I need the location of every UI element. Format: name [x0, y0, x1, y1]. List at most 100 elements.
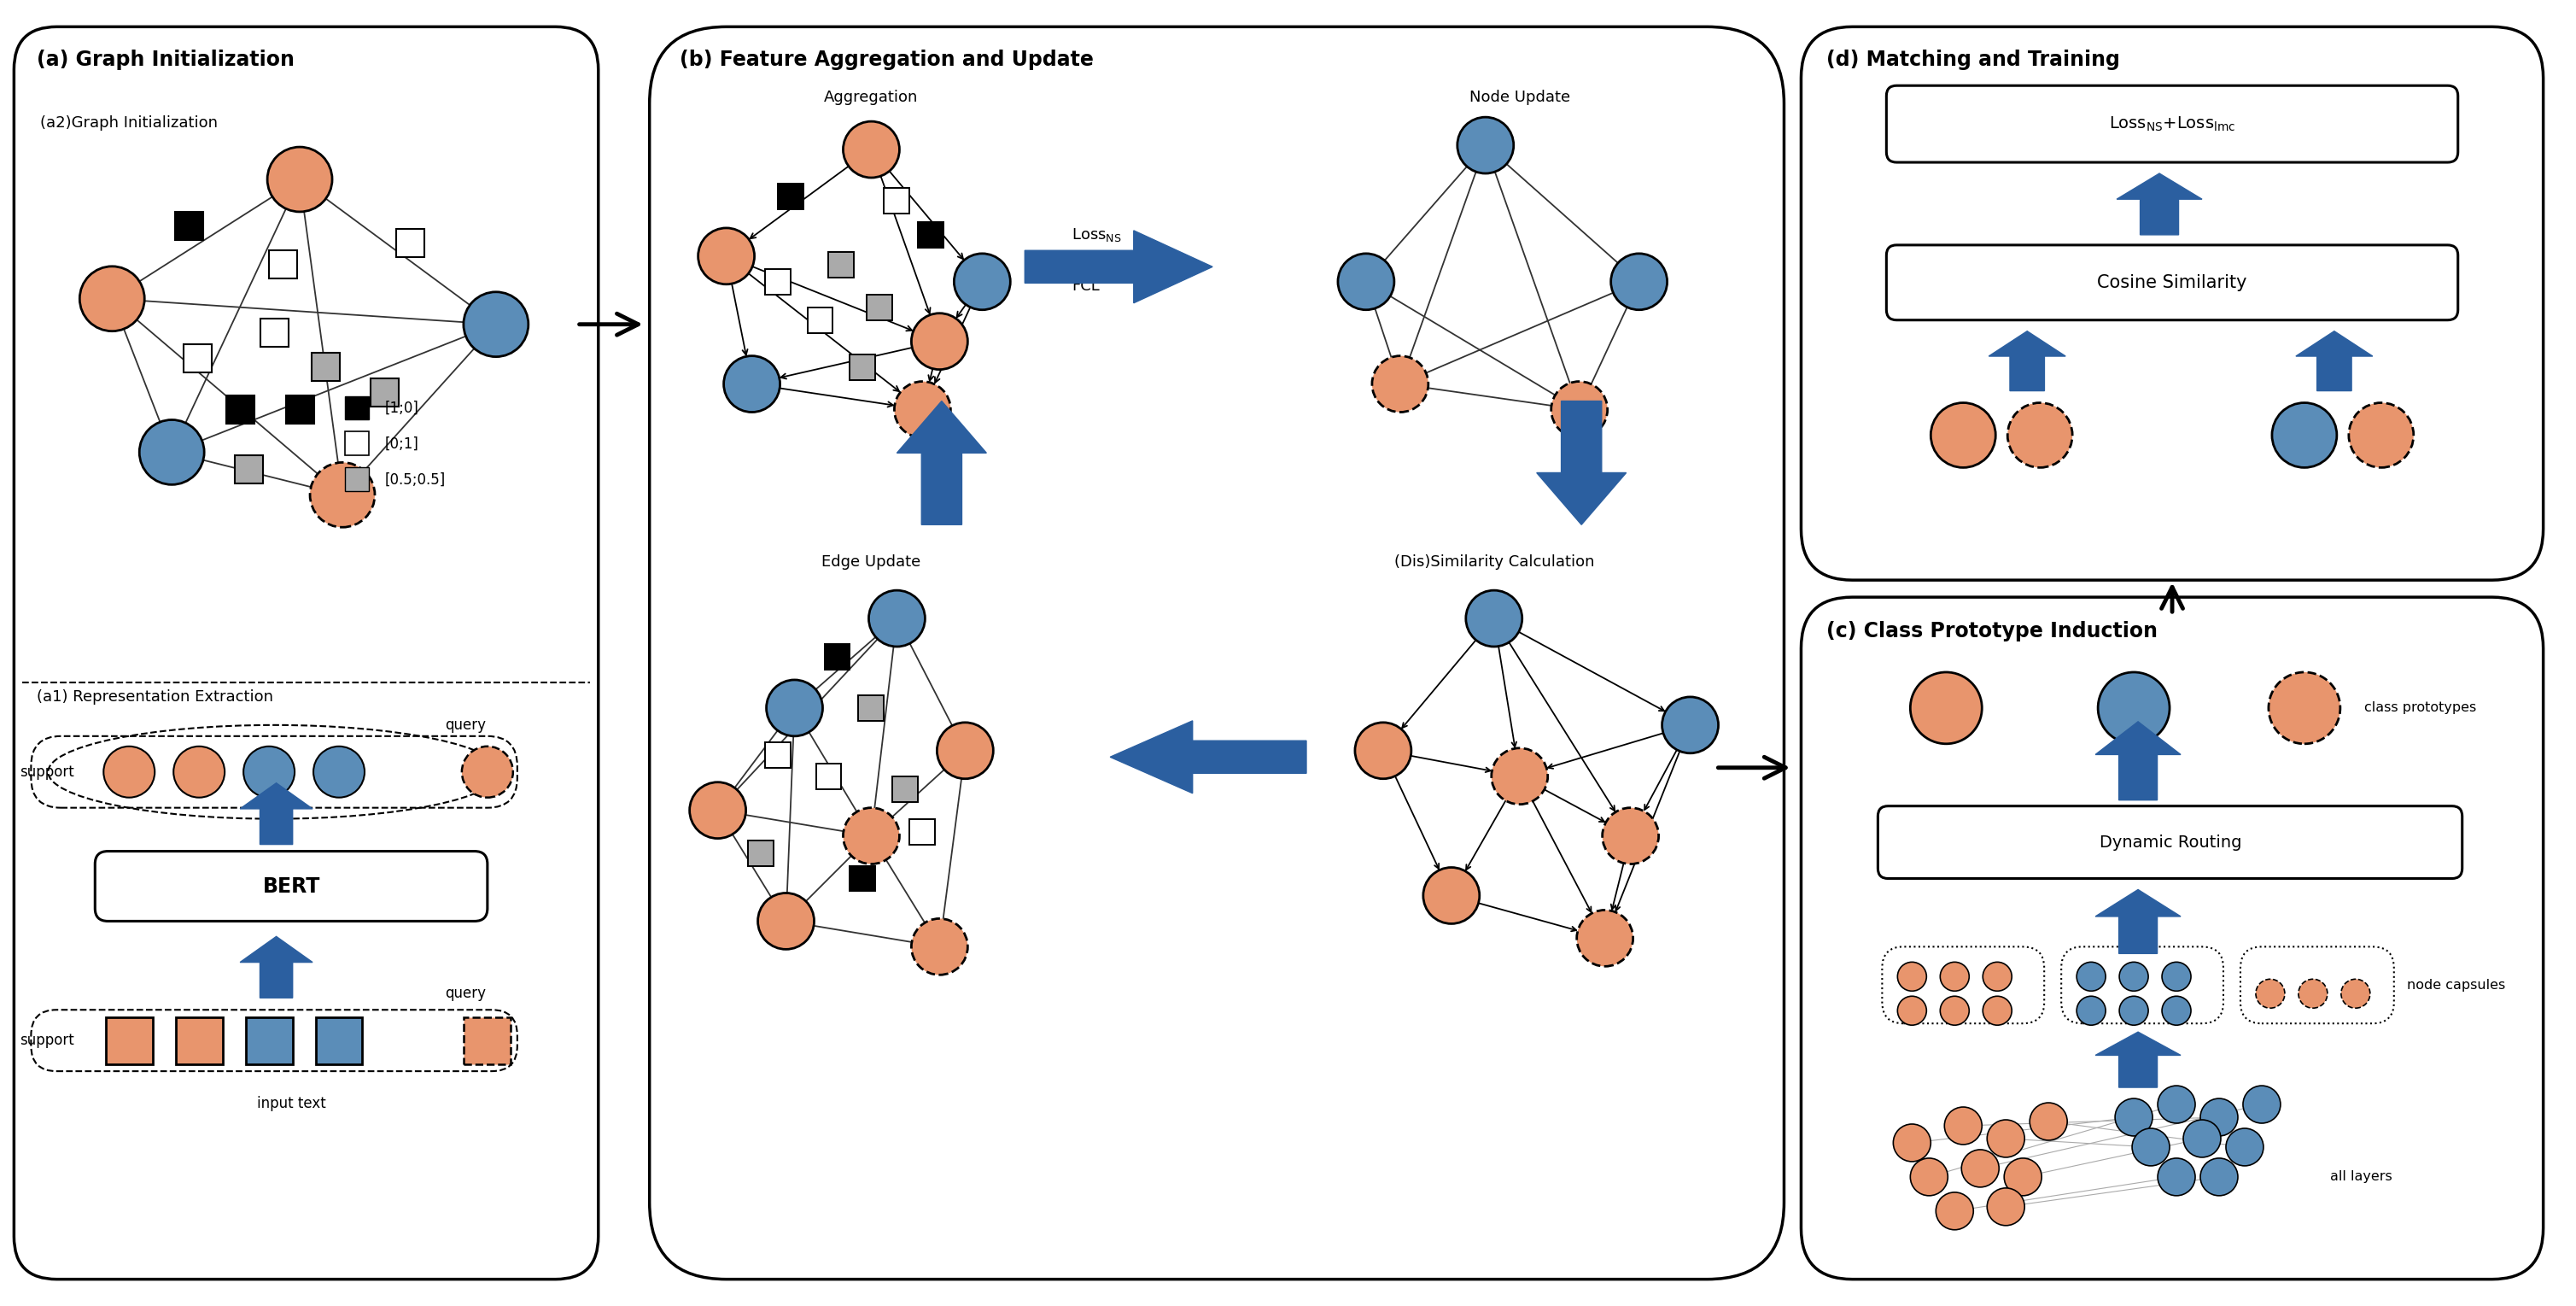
Bar	[286, 396, 314, 423]
Circle shape	[1355, 722, 1412, 778]
Circle shape	[103, 746, 155, 798]
Bar	[175, 212, 204, 240]
Text: (d) Matching and Training: (d) Matching and Training	[1826, 50, 2120, 71]
Bar	[909, 819, 935, 845]
Circle shape	[1940, 996, 1968, 1025]
Circle shape	[724, 355, 781, 413]
Text: support: support	[21, 1033, 75, 1049]
Circle shape	[938, 722, 994, 778]
Circle shape	[2159, 1085, 2195, 1123]
Circle shape	[2226, 1128, 2264, 1166]
Circle shape	[2349, 402, 2414, 468]
Polygon shape	[1538, 401, 1625, 525]
Circle shape	[2007, 402, 2071, 468]
Bar	[765, 269, 791, 294]
Circle shape	[1893, 1124, 1932, 1161]
Text: Node Update: Node Update	[1468, 90, 1569, 106]
Polygon shape	[1025, 231, 1213, 303]
Polygon shape	[1110, 721, 1306, 793]
Text: input text: input text	[258, 1096, 325, 1111]
Circle shape	[1422, 867, 1479, 923]
Bar	[268, 251, 296, 278]
Circle shape	[1458, 118, 1515, 174]
Circle shape	[1940, 963, 1968, 991]
FancyBboxPatch shape	[95, 852, 487, 921]
Bar	[371, 379, 399, 406]
Bar	[464, 1017, 510, 1064]
Circle shape	[1337, 253, 1394, 310]
Circle shape	[2269, 673, 2339, 744]
Bar	[858, 695, 884, 721]
Bar	[917, 222, 943, 248]
Circle shape	[2161, 963, 2192, 991]
Circle shape	[1986, 1119, 2025, 1157]
Text: [0;1]: [0;1]	[384, 436, 420, 452]
Text: Cosine Similarity: Cosine Similarity	[2097, 274, 2246, 291]
Circle shape	[1984, 996, 2012, 1025]
Circle shape	[1911, 1158, 1947, 1196]
Circle shape	[1373, 355, 1427, 413]
Circle shape	[757, 893, 814, 949]
Text: Dynamic Routing: Dynamic Routing	[2099, 835, 2241, 850]
Polygon shape	[2094, 722, 2182, 801]
Circle shape	[2076, 963, 2105, 991]
Bar	[747, 840, 773, 866]
FancyBboxPatch shape	[1886, 86, 2458, 162]
Circle shape	[842, 807, 899, 865]
FancyBboxPatch shape	[13, 26, 598, 1280]
Circle shape	[2200, 1158, 2239, 1196]
Circle shape	[2120, 996, 2148, 1025]
Circle shape	[894, 381, 951, 438]
Polygon shape	[2094, 1032, 2182, 1088]
Bar	[314, 1017, 363, 1064]
Bar	[106, 1017, 152, 1064]
Bar	[312, 353, 340, 381]
FancyBboxPatch shape	[1878, 806, 2463, 879]
Bar	[850, 354, 876, 380]
Bar	[245, 1017, 294, 1064]
Text: (a) Graph Initialization: (a) Graph Initialization	[36, 50, 294, 71]
Circle shape	[1899, 963, 1927, 991]
Circle shape	[1986, 1188, 2025, 1225]
Bar	[345, 396, 368, 419]
Circle shape	[1662, 697, 1718, 754]
Text: Aggregation: Aggregation	[824, 90, 920, 106]
Circle shape	[2200, 1098, 2239, 1136]
Polygon shape	[2117, 174, 2202, 235]
FancyBboxPatch shape	[1801, 597, 2543, 1280]
Circle shape	[2244, 1085, 2280, 1123]
Bar	[260, 319, 289, 347]
FancyBboxPatch shape	[1801, 26, 2543, 580]
Bar	[765, 742, 791, 768]
Circle shape	[2298, 980, 2329, 1008]
Polygon shape	[2094, 889, 2182, 953]
Circle shape	[2115, 1098, 2154, 1136]
Circle shape	[461, 746, 513, 798]
Bar	[234, 456, 263, 483]
Circle shape	[1899, 996, 1927, 1025]
FancyBboxPatch shape	[1886, 246, 2458, 320]
Circle shape	[953, 253, 1010, 310]
Circle shape	[690, 782, 747, 838]
Text: node capsules: node capsules	[2406, 978, 2506, 991]
Circle shape	[2161, 996, 2192, 1025]
Text: (b) Feature Aggregation and Update: (b) Feature Aggregation and Update	[680, 50, 1092, 71]
Circle shape	[2272, 402, 2336, 468]
Circle shape	[1984, 963, 2012, 991]
FancyBboxPatch shape	[649, 26, 1785, 1280]
Bar	[345, 432, 368, 456]
Circle shape	[1945, 1107, 1981, 1144]
Bar	[183, 345, 211, 372]
Circle shape	[912, 313, 969, 370]
Bar	[824, 644, 850, 670]
Polygon shape	[1989, 332, 2066, 390]
Circle shape	[2184, 1119, 2221, 1157]
Text: class prototypes: class prototypes	[2365, 701, 2476, 714]
Circle shape	[1937, 1192, 1973, 1230]
Text: Loss$_{\rm NS}$: Loss$_{\rm NS}$	[1072, 226, 1123, 243]
Text: (a2)Graph Initialization: (a2)Graph Initialization	[41, 115, 219, 131]
Bar	[868, 294, 894, 320]
Circle shape	[1577, 910, 1633, 966]
Circle shape	[314, 746, 366, 798]
Circle shape	[2133, 1128, 2169, 1166]
